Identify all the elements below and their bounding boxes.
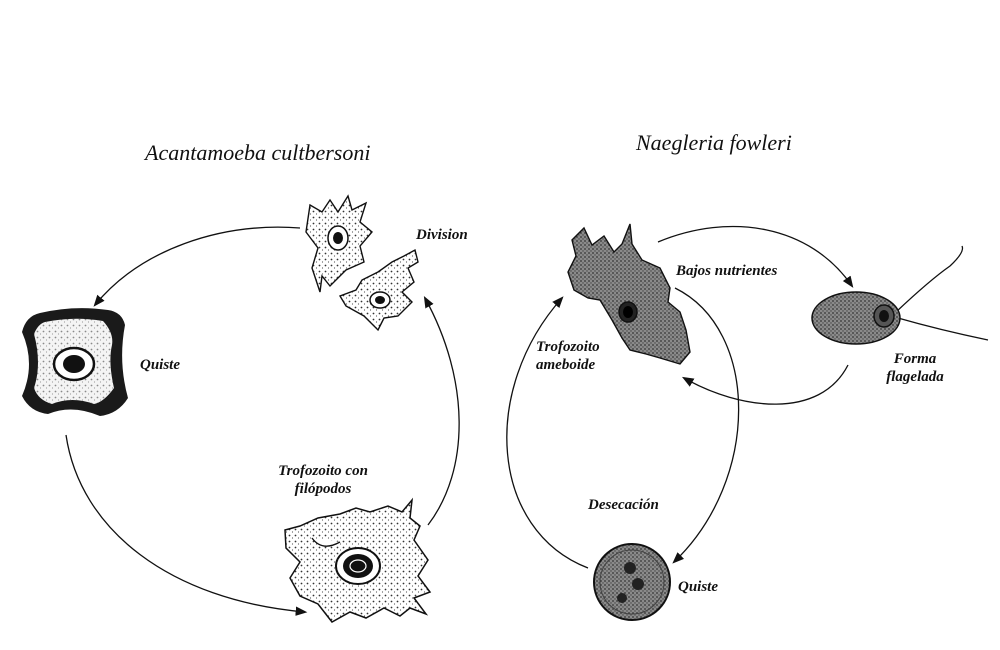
acanthamoeba-trophozoite: [284, 497, 432, 623]
arrow-cyst-to-trophozoite: [65, 434, 308, 616]
label-desiccation: Desecación: [588, 497, 659, 513]
label-flagellate-form-line1: Forma: [893, 351, 937, 367]
arrow-cyst-to-trophozoite: [506, 296, 589, 569]
acanthamoeba-cyst: [22, 308, 128, 416]
arrow-trophozoite-to-cyst: [672, 287, 740, 564]
label-trophozoite-filopodia: Trofozoito con filópodos: [258, 462, 388, 498]
naegleria-cyst: [593, 543, 671, 621]
acanthamoeba-cycle-arrows: [65, 226, 460, 616]
dividing-cell-upper: [305, 194, 373, 293]
arrow-division-to-cyst: [93, 226, 301, 307]
label-trophozoite-filopodia-line2: filópodos: [294, 481, 352, 497]
label-flagellate-form-line2: flagelada: [886, 369, 944, 385]
arrow-trophozoite-to-division: [423, 295, 460, 526]
naegleria-flagellate: [811, 245, 989, 345]
label-amoeboid-trophozoite-line1: Trofozoito: [536, 339, 600, 355]
naegleria-cycle-arrows: [506, 225, 854, 569]
label-trophozoite-filopodia-line1: Trofozoito con: [278, 463, 368, 479]
naegleria-trophozoite: [567, 223, 691, 365]
label-low-nutrients: Bajos nutrientes: [676, 263, 778, 279]
label-acanthamoeba-cyst: Quiste: [140, 357, 181, 373]
label-flagellate-form: Forma flagelada: [870, 350, 960, 386]
arrow-flagellate-to-trophozoite: [681, 364, 849, 405]
label-naegleria-cyst: Quiste: [678, 579, 719, 595]
label-amoeboid-trophozoite: Trofozoito ameboide: [536, 338, 600, 374]
label-amoeboid-trophozoite-line2: ameboide: [536, 357, 596, 373]
dividing-cell-lower: [338, 248, 419, 332]
acanthamoeba-title: Acantamoeba cultbersoni: [145, 140, 371, 165]
label-division: Division: [416, 227, 468, 243]
arrow-trophozoite-to-flagellate: [657, 225, 854, 288]
naegleria-title: Naegleria fowleri: [636, 130, 792, 155]
